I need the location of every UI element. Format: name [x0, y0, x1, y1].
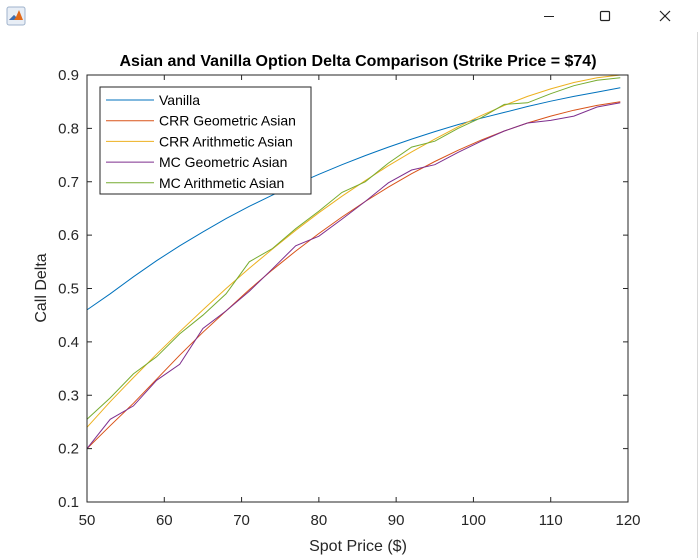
legend-label: CRR Arithmetic Asian: [159, 133, 293, 149]
legend: Vanilla CRR Geometric Asian CRR Arithmetic…: [99, 86, 312, 195]
x-tick-label: 50: [79, 512, 96, 529]
series-line-2: [86, 74, 621, 428]
close-icon: [659, 10, 671, 22]
y-tick-label: 0.1: [58, 494, 79, 511]
legend-label: MC Arithmetic Asian: [159, 175, 284, 191]
x-tick-label: 90: [388, 512, 405, 529]
legend-box: [99, 86, 312, 195]
window-titlebar: [0, 0, 698, 32]
series-line-0: [86, 87, 621, 311]
maximize-icon: [599, 10, 611, 22]
x-tick-label: 100: [461, 512, 486, 529]
x-axis-label: Spot Price ($): [309, 538, 407, 555]
y-tick-label: 0.5: [58, 281, 79, 298]
legend-label: CRR Geometric Asian: [159, 113, 296, 129]
y-tick-label: 0.4: [58, 334, 79, 351]
y-tick-label: 0.7: [58, 174, 79, 191]
y-tick-label: 0.9: [58, 67, 79, 84]
maximize-button[interactable]: [582, 0, 628, 32]
series-line-4: [86, 77, 621, 420]
legend-label: MC Geometric Asian: [159, 154, 287, 170]
y-tick-label: 0.3: [58, 387, 79, 404]
legend-label: Vanilla: [159, 92, 200, 108]
y-axis-label: Call Delta: [33, 253, 50, 322]
x-tick-label: 60: [156, 512, 173, 529]
matlab-logo-icon[interactable]: [6, 6, 26, 26]
plot-lines: [86, 74, 621, 449]
series-line-1: [86, 101, 621, 449]
x-tick-label: 70: [233, 512, 250, 529]
minimize-icon: [544, 16, 554, 17]
chart-title: Asian and Vanilla Option Delta Compariso…: [119, 53, 596, 70]
y-tick-label: 0.8: [58, 120, 79, 137]
x-tick-label: 110: [539, 512, 563, 529]
y-tick-label: 0.2: [58, 441, 79, 458]
series-line-3: [86, 102, 621, 449]
x-tick-label: 120: [615, 512, 640, 529]
minimize-button[interactable]: [526, 0, 572, 32]
close-button[interactable]: [642, 0, 688, 32]
x-tick-label: 80: [311, 512, 328, 529]
y-tick-label: 0.6: [58, 227, 79, 244]
axis-ticks: 50 60 70 80 90 100 110 120 0.1 0.2 0.3 0.4 0.5 0.6 0.7…: [58, 67, 640, 529]
